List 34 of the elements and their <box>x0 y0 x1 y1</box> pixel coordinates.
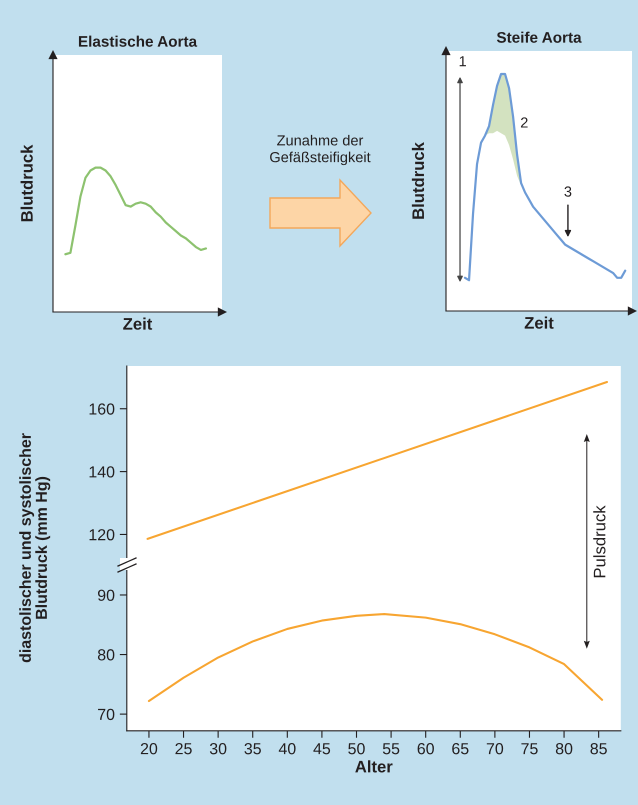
x-tick-label: 60 <box>418 743 434 754</box>
x-tick-label: 80 <box>556 743 572 754</box>
x-tick-label: 20 <box>140 743 158 754</box>
x-axis-title: Zeit <box>524 316 554 329</box>
x-tick-label: 70 <box>486 743 504 754</box>
x-tick-label: 35 <box>244 743 261 754</box>
annotation: 2 <box>520 117 528 128</box>
line-series <box>148 612 604 702</box>
x-tick-label: 75 <box>521 743 538 754</box>
y-axis-title: diastolischer und systolischer Blutdruck (mm Hg) <box>19 433 50 662</box>
annotation: 3 <box>564 186 572 197</box>
y-tick-label: 140 <box>90 466 114 478</box>
y-axis-title: Blutdruck <box>412 142 424 219</box>
text: Zunahme der Gefäßsteifigkeit <box>270 134 371 166</box>
annotation: Pulsdruck <box>593 505 606 578</box>
text: 1 <box>460 56 466 66</box>
x-tick-label: 30 <box>210 743 226 754</box>
y-tick-label: 160 <box>90 403 114 415</box>
x-tick-label: 50 <box>348 743 365 754</box>
y-tick-label: 80 <box>98 649 114 660</box>
y-axis-title: Blutdruck <box>20 144 33 222</box>
x-tick-label: 25 <box>175 743 192 754</box>
x-tick-label: 40 <box>278 743 296 754</box>
y-tick-label: 70 <box>98 708 114 720</box>
y-tick-label: 90 <box>98 590 114 601</box>
x-axis-title: Alter <box>355 760 393 773</box>
chart-title: Steife Aorta <box>496 32 582 43</box>
y-tick-label: 120 <box>90 529 114 540</box>
x-tick-label: 85 <box>590 743 607 754</box>
chart-title: Elastische Aorta <box>78 36 198 47</box>
x-axis-title: Zeit <box>123 318 152 330</box>
x-tick-label: 45 <box>313 743 330 754</box>
x-tick-label: 65 <box>452 743 468 754</box>
x-tick-label: 55 <box>382 743 400 754</box>
